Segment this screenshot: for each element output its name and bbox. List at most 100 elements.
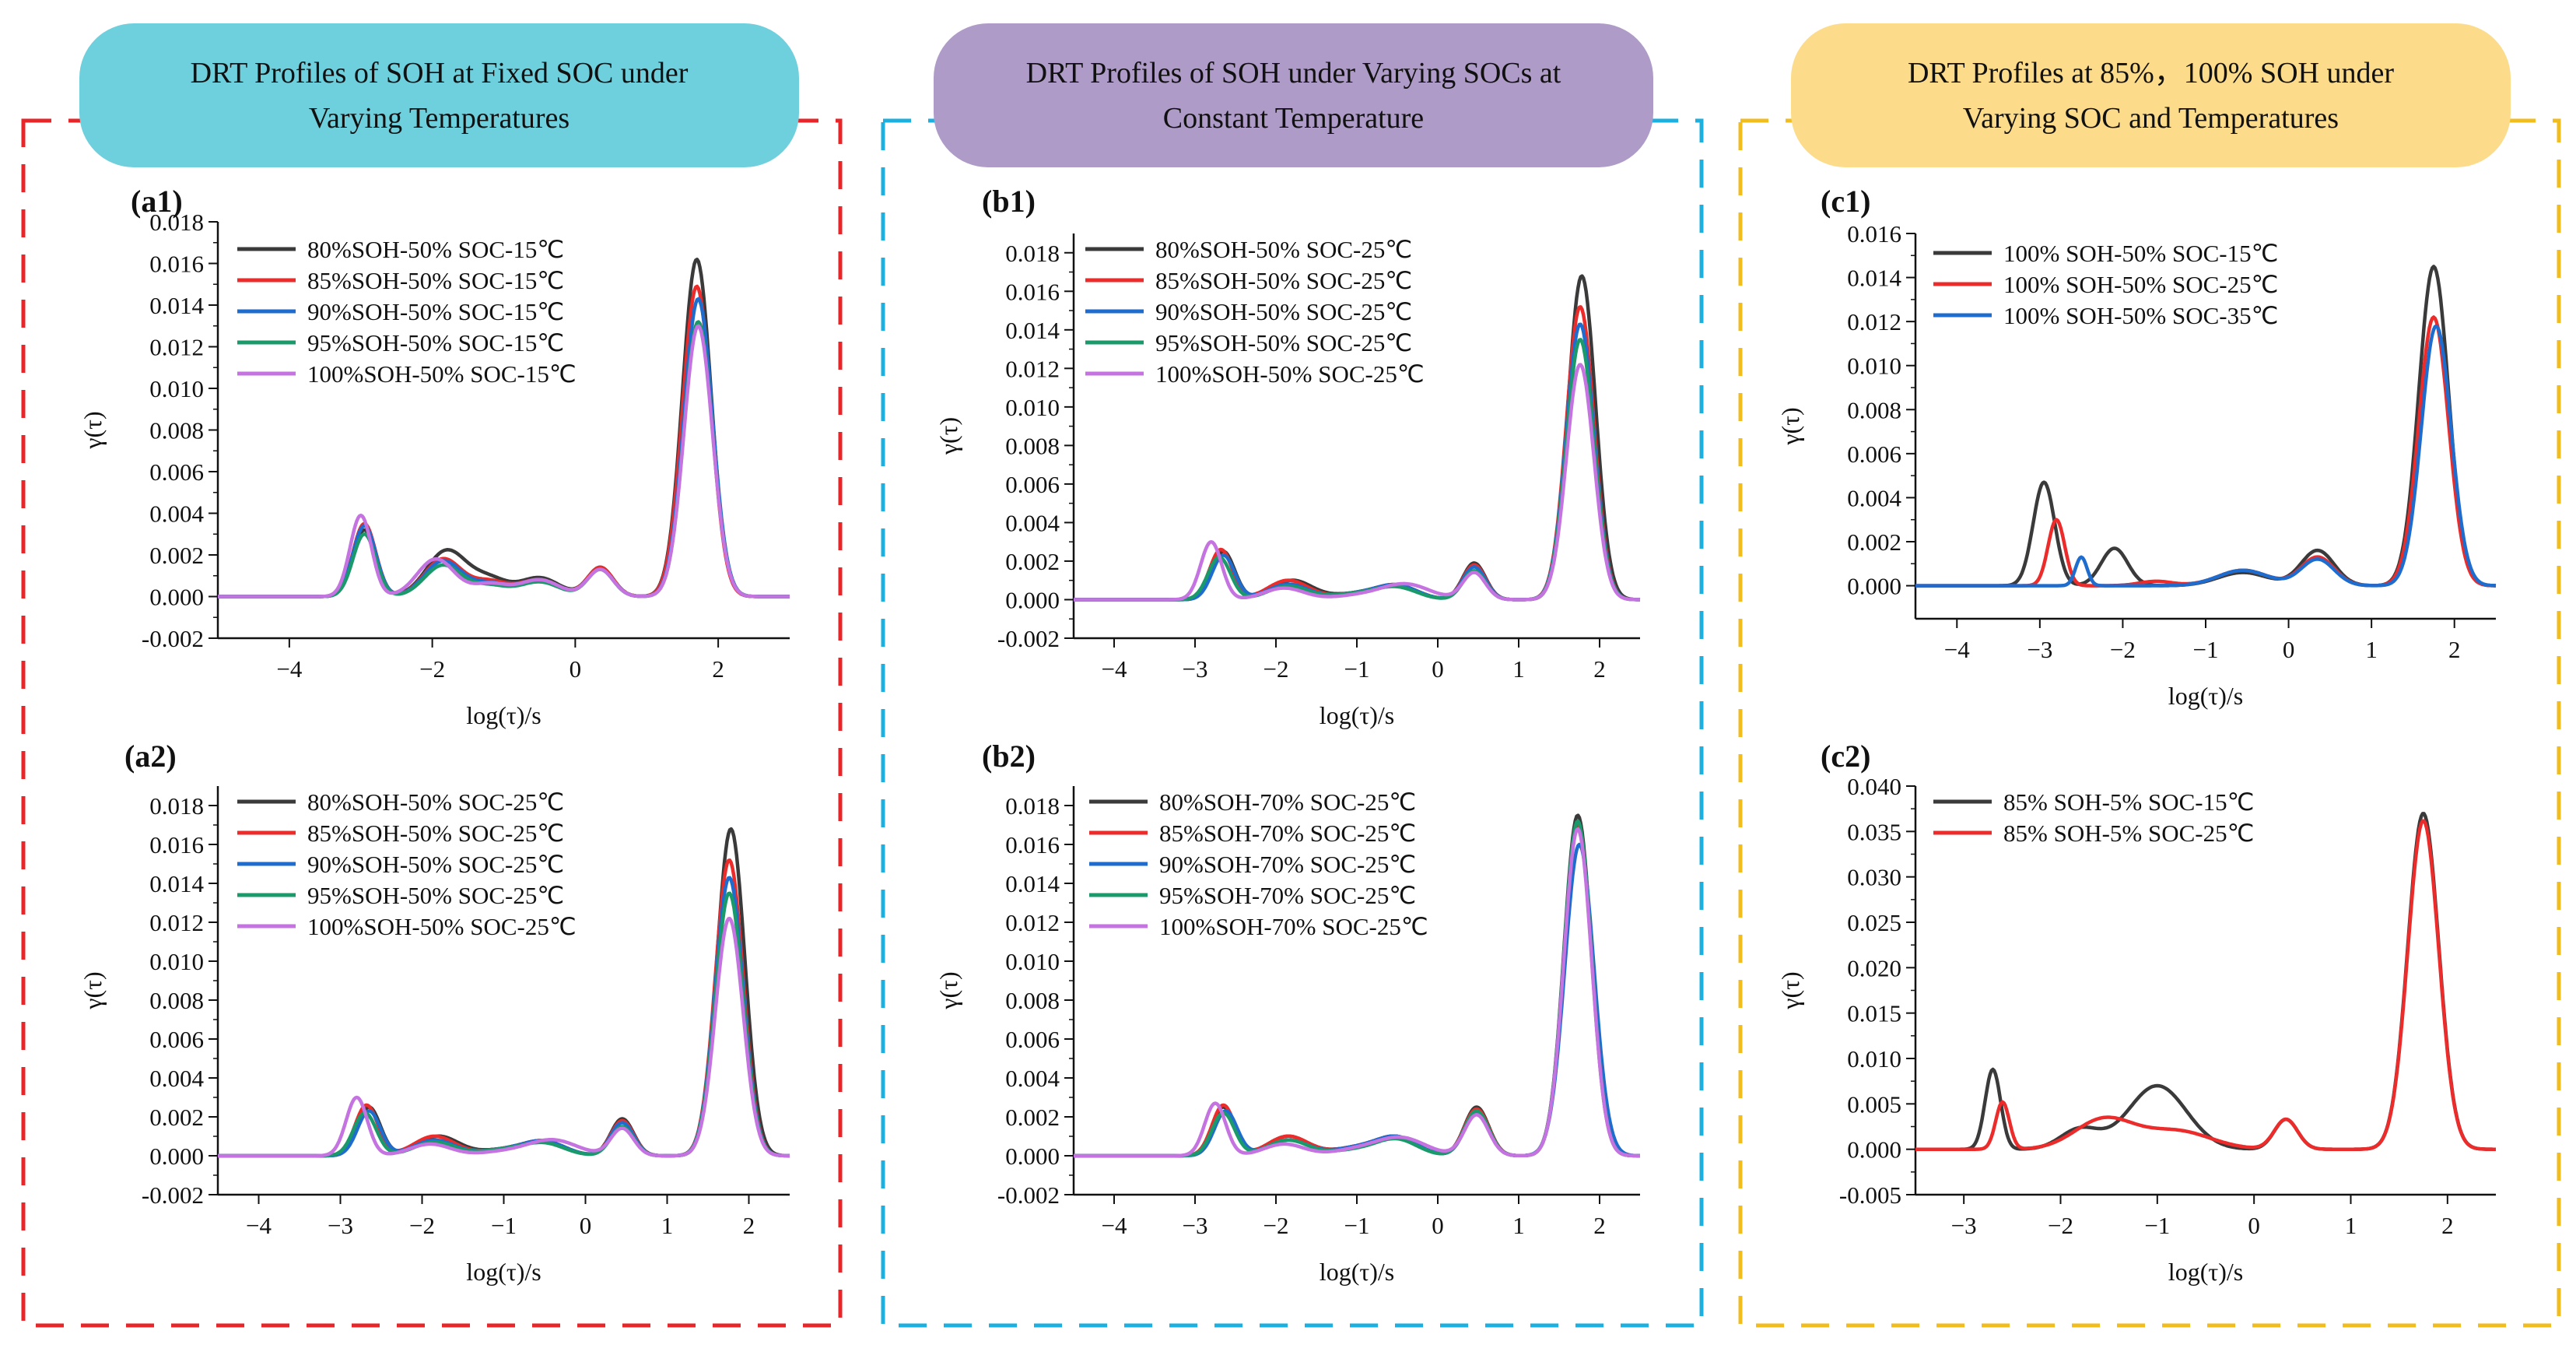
legend-label: 90%SOH-70% SOC-25℃	[1159, 851, 1416, 878]
legend-label: 90%SOH-50% SOC-25℃	[1155, 298, 1412, 325]
legend-label: 85%SOH-50% SOC-25℃	[307, 820, 564, 847]
x-tick-label: −2	[419, 655, 445, 683]
x-tick-label: 2	[743, 1212, 755, 1239]
header-a: DRT Profiles of SOH at Fixed SOC under V…	[79, 23, 799, 167]
panel-label: (a1)	[131, 184, 183, 219]
x-tick-label: −3	[1951, 1212, 1977, 1239]
y-tick-label: 0.002	[1005, 548, 1060, 575]
legend-label: 95%SOH-50% SOC-25℃	[1155, 329, 1412, 356]
x-tick-label: 1	[2365, 636, 2378, 663]
legend-label: 95%SOH-50% SOC-25℃	[307, 882, 564, 909]
y-tick-label: 0.004	[1005, 509, 1060, 536]
x-tick-label: 0	[1432, 1212, 1444, 1239]
x-tick-label: 0	[1432, 655, 1444, 683]
y-tick-label: -0.002	[142, 1181, 204, 1209]
x-tick-label: 1	[661, 1212, 674, 1239]
y-tick-label: 0.010	[1005, 948, 1060, 975]
x-tick-label: −1	[2193, 636, 2219, 663]
y-tick-label: 0.004	[149, 500, 204, 528]
legend-label: 85%SOH-50% SOC-25℃	[1155, 267, 1412, 294]
y-tick-label: 0.016	[149, 251, 204, 278]
x-axis-label: log(τ)/s	[2168, 682, 2243, 710]
y-tick-label: 0.008	[1005, 987, 1060, 1014]
y-tick-label: 0.010	[149, 948, 204, 975]
panel-label: (c2)	[1821, 739, 1870, 774]
legend-label: 90%SOH-50% SOC-25℃	[307, 851, 564, 878]
y-tick-label: 0.006	[149, 458, 204, 486]
y-tick-label: 0.016	[1847, 220, 1901, 247]
y-tick-label: 0.010	[1847, 1045, 1901, 1072]
x-tick-label: −2	[2110, 636, 2136, 663]
y-tick-label: 0.004	[1847, 484, 1901, 511]
y-axis-label: γ(τ)	[934, 971, 962, 1009]
series-line-2	[1915, 819, 2497, 1151]
x-tick-label: −2	[2048, 1212, 2073, 1239]
y-tick-label: 0.016	[149, 831, 204, 858]
x-tick-label: 2	[1593, 1212, 1606, 1239]
x-tick-label: 2	[2448, 636, 2461, 663]
y-tick-label: 0.014	[1005, 317, 1060, 344]
y-tick-label: -0.002	[142, 625, 204, 652]
x-tick-label: 0	[570, 655, 582, 683]
legend-label: 95%SOH-70% SOC-25℃	[1159, 882, 1416, 909]
y-axis-label: γ(τ)	[934, 417, 962, 455]
series-line-5	[1073, 827, 1641, 1158]
series-line-3	[1915, 324, 2497, 588]
header-a-line2: Varying Temperatures	[308, 101, 570, 135]
x-tick-label: 2	[1593, 655, 1606, 683]
y-tick-label: 0.000	[1005, 586, 1060, 613]
x-tick-label: −4	[276, 655, 302, 683]
legend-label: 100%SOH-70% SOC-25℃	[1159, 913, 1428, 940]
x-tick-label: −1	[491, 1212, 517, 1239]
legend-label: 100%SOH-50% SOC-25℃	[1155, 360, 1425, 388]
x-axis-label: log(τ)/s	[2168, 1258, 2243, 1286]
legend-label: 100% SOH-50% SOC-15℃	[2003, 240, 2278, 267]
x-tick-label: 1	[2345, 1212, 2357, 1239]
y-tick-label: -0.002	[997, 625, 1060, 652]
y-tick-label: 0.020	[1847, 954, 1901, 981]
chart-b2: (b2) -0.002 0.000 0.002 0.004 0.006 0.008 0.010…	[934, 739, 1641, 1286]
y-tick-label: 0.006	[1005, 1026, 1060, 1053]
legend-label: 85%SOH-50% SOC-15℃	[307, 267, 564, 294]
legend-label: 85% SOH-5% SOC-25℃	[2003, 820, 2254, 847]
legend-label: 90%SOH-50% SOC-15℃	[307, 298, 564, 325]
y-tick-label: 0.018	[1005, 792, 1060, 820]
x-tick-label: −1	[1344, 655, 1370, 683]
legend-label: 80%SOH-50% SOC-25℃	[307, 788, 564, 816]
y-tick-label: 0.012	[1005, 909, 1060, 936]
y-tick-label: 0.010	[149, 375, 204, 402]
x-tick-label: 0	[2283, 636, 2295, 663]
legend-label: 100% SOH-50% SOC-25℃	[2003, 271, 2278, 298]
x-tick-label: 1	[1512, 655, 1525, 683]
chart-c2: (c2) -0.005 0.000 0.005 0.010 0.015 0.020 0.025…	[1776, 739, 2497, 1286]
series-line-5	[217, 916, 790, 1158]
y-tick-label: 0.030	[1847, 864, 1901, 891]
header-c: DRT Profiles at 85%，100% SOH under Varyi…	[1791, 23, 2511, 167]
chart-c1: (c1) 0.000 0.002 0.004 0.006 0.008 0.010 0.012 0…	[1776, 184, 2497, 710]
legend-label: 100%SOH-50% SOC-25℃	[307, 913, 577, 940]
y-tick-label: 0.014	[149, 292, 204, 319]
series-line-1	[1915, 812, 2497, 1151]
series-line-5	[1073, 363, 1641, 602]
legend-label: 100%SOH-50% SOC-15℃	[307, 360, 577, 388]
x-tick-label: −2	[409, 1212, 435, 1239]
x-axis-label: log(τ)/s	[466, 701, 541, 729]
y-tick-label: 0.002	[1847, 528, 1901, 556]
y-tick-label: 0.006	[149, 1026, 204, 1053]
y-tick-label: 0.000	[149, 584, 204, 611]
header-b: DRT Profiles of SOH under Varying SOCs a…	[934, 23, 1653, 167]
panel-label: (b2)	[982, 739, 1036, 774]
x-tick-label: −4	[1102, 1212, 1127, 1239]
legend-label: 100% SOH-50% SOC-35℃	[2003, 302, 2278, 329]
y-tick-label: 0.000	[1847, 573, 1901, 600]
y-axis-label: γ(τ)	[79, 411, 107, 449]
y-tick-label: 0.015	[1847, 1000, 1901, 1027]
x-tick-label: −2	[1263, 1212, 1289, 1239]
y-tick-label: 0.040	[1847, 773, 1901, 800]
x-tick-label: 0	[580, 1212, 592, 1239]
header-b-line1: DRT Profiles of SOH under Varying SOCs a…	[1025, 56, 1561, 90]
x-tick-label: 2	[712, 655, 724, 683]
series-line-5	[217, 324, 790, 599]
y-tick-label: 0.016	[1005, 831, 1060, 858]
